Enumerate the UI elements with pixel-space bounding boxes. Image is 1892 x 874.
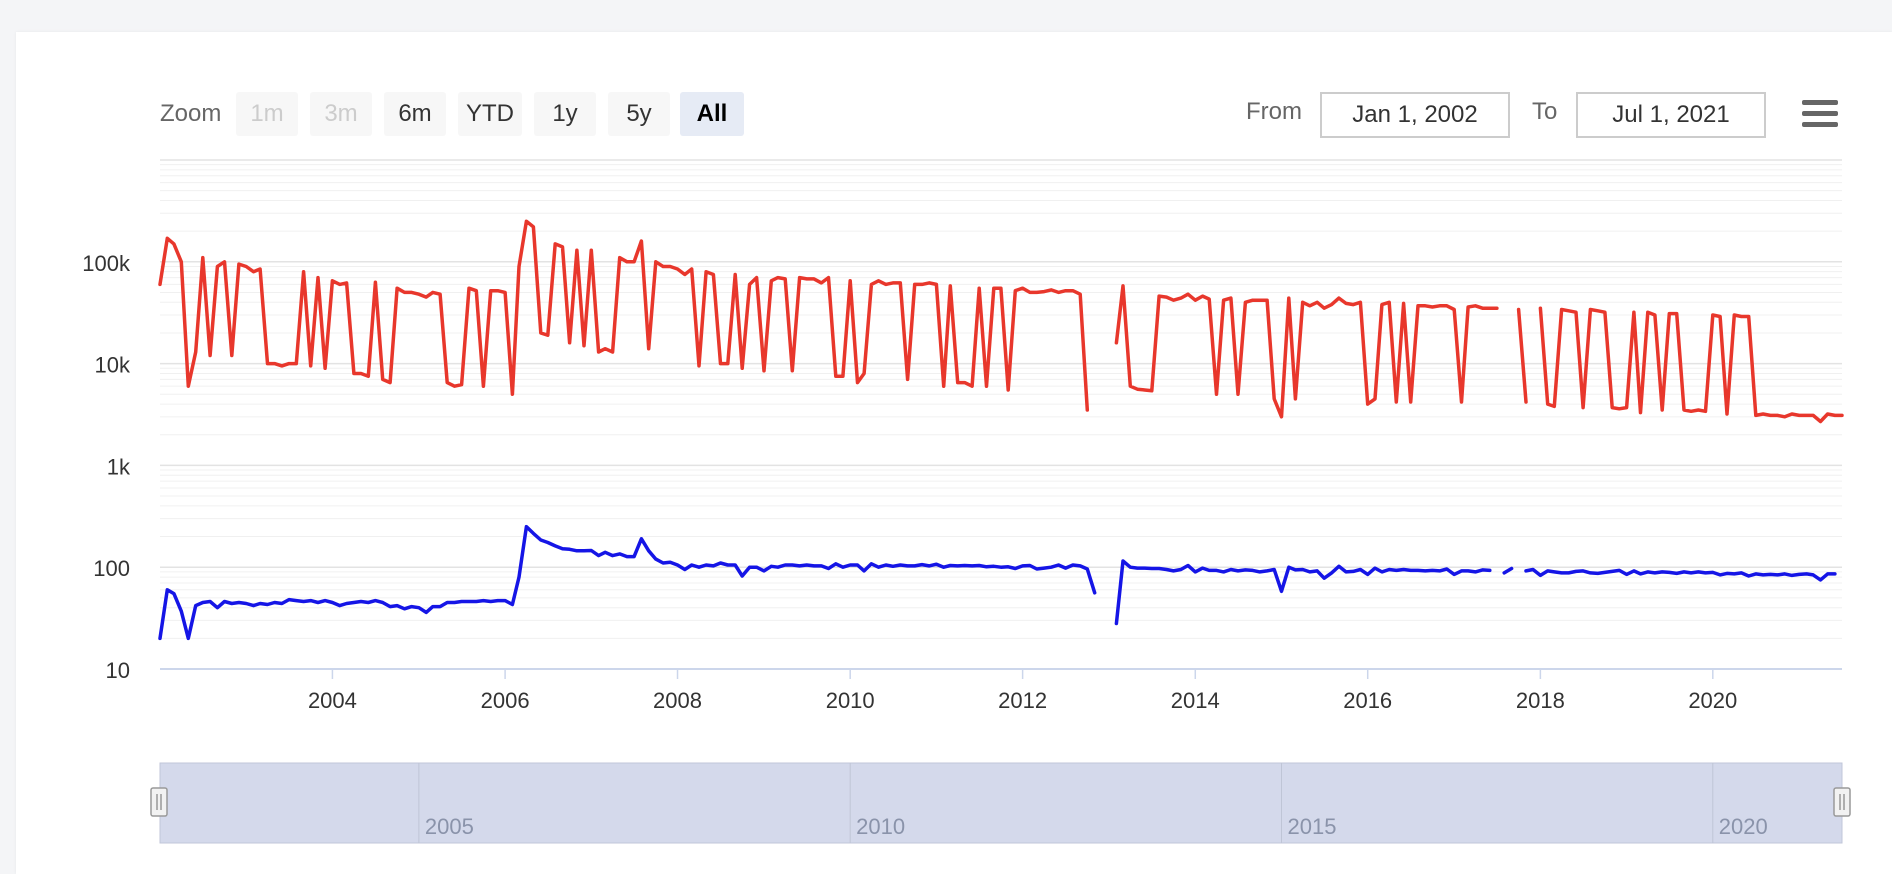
zoom-1m-button[interactable]: 1m — [236, 92, 298, 136]
navigator-labels: 2005 2010 2015 2020 — [418, 763, 1768, 843]
series-blue-line — [1502, 566, 1514, 575]
y-tick-label: 1k — [107, 454, 131, 479]
series-blue-line — [1524, 567, 1837, 582]
navigator-label: 2015 — [1287, 814, 1336, 839]
to-date-input[interactable]: Jul 1, 2021 — [1576, 92, 1766, 138]
x-tick-label: 2014 — [1171, 688, 1220, 713]
series-red-line — [158, 219, 1090, 412]
y-tick-label: 10 — [106, 658, 130, 683]
x-tick-label: 2020 — [1688, 688, 1737, 713]
menu-bar-bottom — [1802, 122, 1838, 127]
series-blue-line — [158, 524, 1097, 641]
series-red-line — [1538, 306, 1844, 424]
series-red-line — [1114, 284, 1499, 419]
navigator-right-handle[interactable] — [1833, 787, 1851, 817]
navigator-label: 2020 — [1719, 814, 1768, 839]
x-axis-labels: 2004 2006 2008 2010 2012 2014 2016 2018 2020 — [308, 669, 1737, 713]
series-red-line — [1516, 307, 1528, 404]
from-label: From — [1246, 98, 1302, 125]
zoom-1y-button[interactable]: 1y — [534, 92, 596, 136]
navigator-left-handle[interactable] — [150, 787, 168, 817]
menu-bar-middle — [1802, 111, 1838, 116]
series-blue-line — [1114, 559, 1492, 626]
grid-lines — [160, 159, 1842, 670]
x-tick-label: 2004 — [308, 688, 357, 713]
hamburger-menu-icon[interactable] — [1800, 96, 1842, 132]
series-lines — [158, 219, 1844, 641]
zoom-5y-button[interactable]: 5y — [608, 92, 670, 136]
x-tick-label: 2006 — [481, 688, 530, 713]
x-tick-label: 2018 — [1516, 688, 1565, 713]
x-tick-label: 2012 — [998, 688, 1047, 713]
zoom-all-button[interactable]: All — [680, 92, 744, 136]
zoom-label: Zoom — [160, 100, 222, 127]
chart-card — [16, 32, 1892, 874]
y-tick-label: 100 — [93, 556, 130, 581]
x-tick-label: 2010 — [826, 688, 875, 713]
x-tick-label: 2016 — [1343, 688, 1392, 713]
zoom-ytd-button[interactable]: YTD — [458, 92, 522, 136]
to-label: To — [1532, 98, 1558, 125]
y-tick-label: 100k — [82, 251, 131, 276]
from-date-input[interactable]: Jan 1, 2002 — [1320, 92, 1510, 138]
y-tick-label: 10k — [95, 353, 131, 378]
zoom-3m-button[interactable]: 3m — [310, 92, 372, 136]
navigator-label: 2010 — [856, 814, 905, 839]
y-axis-labels: 10 100 1k 10k 100k — [82, 251, 131, 683]
navigator-label: 2005 — [425, 814, 474, 839]
menu-bar-top — [1802, 100, 1838, 105]
x-tick-label: 2008 — [653, 688, 702, 713]
zoom-6m-button[interactable]: 6m — [384, 92, 446, 136]
navigator-range-fill[interactable] — [159, 762, 1843, 844]
